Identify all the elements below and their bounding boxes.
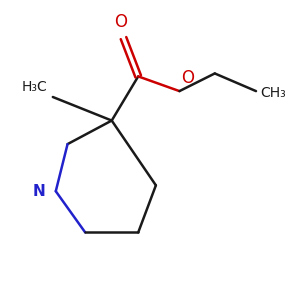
Text: CH₃: CH₃ (260, 85, 286, 100)
Text: N: N (33, 184, 46, 199)
Text: O: O (114, 13, 127, 31)
Text: H₃C: H₃C (21, 80, 47, 94)
Text: O: O (181, 69, 194, 87)
